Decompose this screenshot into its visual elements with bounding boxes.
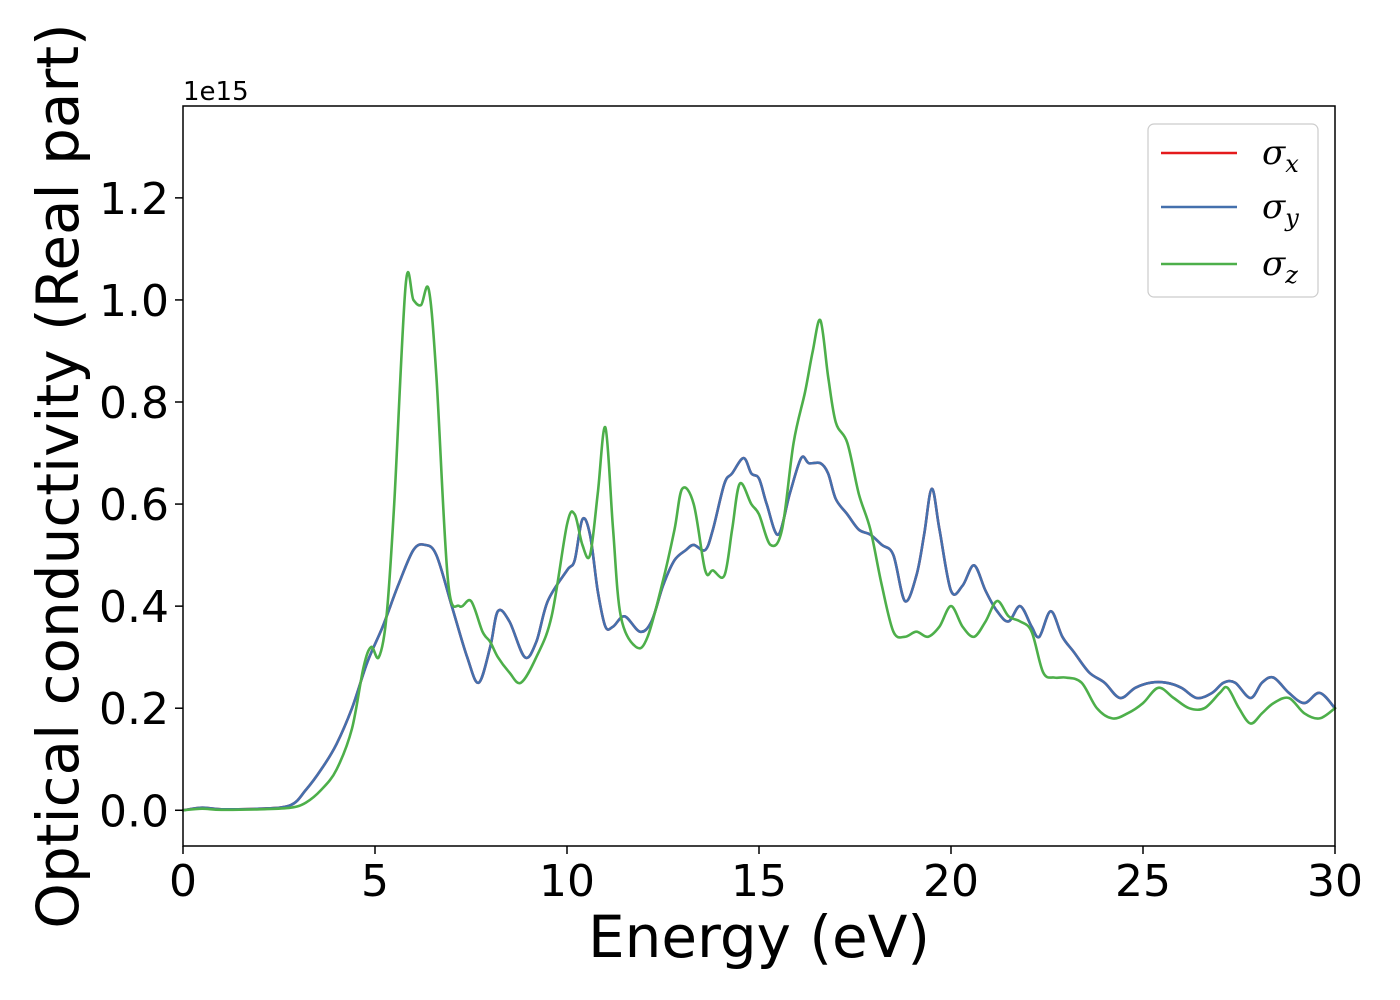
x-tick-label: 25 [1115,856,1171,907]
y-tick-label: 0.0 [99,786,169,837]
x-tick-label: 30 [1307,856,1363,907]
x-tick-label: 20 [923,856,979,907]
series-layer [181,270,1337,812]
y-offset-label: 1e15 [183,77,249,107]
x-tick-label: 5 [361,856,389,907]
x-tick-label: 10 [539,856,595,907]
y-tick-label: 0.8 [99,378,169,429]
legend-box [1147,123,1319,298]
x-axis-label: Energy (eV) [588,903,930,971]
series-line-y [181,455,1337,812]
y-tick-label: 0.4 [99,582,169,633]
x-tick-label: 0 [169,856,197,907]
y-tick-label: 1.2 [99,174,169,225]
series-line-z [181,270,1337,812]
y-tick-label: 0.2 [99,684,169,735]
y-tick-label: 0.6 [99,480,169,531]
y-axis-label: Optical conductivity (Real part) [24,23,92,928]
x-axis-ticks: 0 5 10 15 20 25 30 [169,846,1363,907]
x-tick-label: 15 [731,856,787,907]
y-axis-ticks: 0.0 0.2 0.4 0.6 0.8 1.0 1.2 [99,174,183,837]
y-tick-label: 1.0 [99,276,169,327]
